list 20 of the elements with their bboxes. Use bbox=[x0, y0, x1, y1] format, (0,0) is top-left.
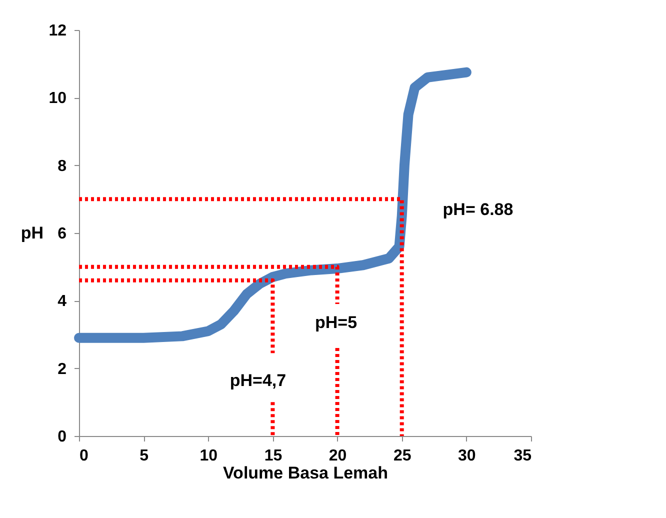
x-tick-label: 30 bbox=[458, 448, 476, 464]
annotation: pH=4,7 bbox=[230, 371, 286, 390]
annotation: pH=5 bbox=[314, 313, 358, 332]
x-axis-title: Volume Basa Lemah bbox=[222, 464, 388, 482]
x-tick-label: 35 bbox=[514, 448, 532, 464]
y-axis-title: pH bbox=[20, 224, 44, 242]
y-tick-label: 6 bbox=[58, 226, 67, 242]
x-tick-label: 5 bbox=[140, 448, 149, 464]
y-tick-label: 4 bbox=[58, 293, 67, 310]
y-tick-label: 10 bbox=[48, 90, 67, 108]
x-tick-label: 25 bbox=[393, 448, 412, 464]
x-tick-label: 10 bbox=[200, 448, 218, 464]
x-tick-label: 0 bbox=[80, 448, 88, 464]
y-tick-label: 0 bbox=[58, 428, 67, 446]
x-tick-label: 20 bbox=[328, 448, 347, 464]
y-tick-label: 2 bbox=[58, 360, 67, 378]
x-tick-label: 15 bbox=[264, 448, 282, 464]
y-tick-label: 12 bbox=[48, 22, 67, 40]
y-tick-label: 8 bbox=[58, 158, 67, 175]
annotation: pH= 6.88 bbox=[442, 200, 514, 219]
